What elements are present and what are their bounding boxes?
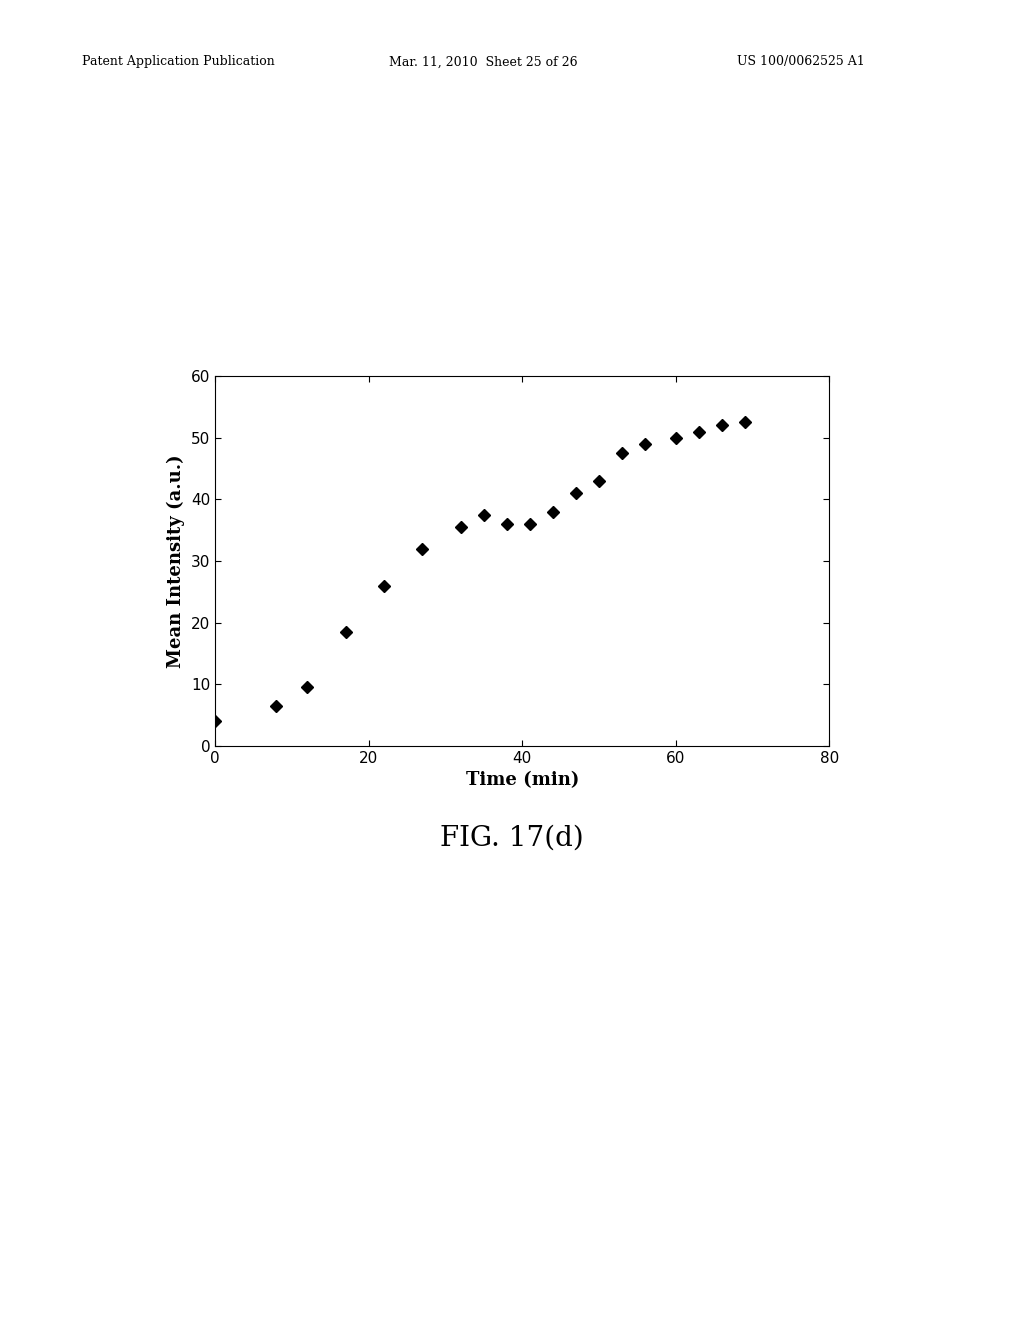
Text: FIG. 17(d): FIG. 17(d) <box>440 825 584 851</box>
Text: Patent Application Publication: Patent Application Publication <box>82 55 274 69</box>
Text: Mar. 11, 2010  Sheet 25 of 26: Mar. 11, 2010 Sheet 25 of 26 <box>389 55 578 69</box>
X-axis label: Time (min): Time (min) <box>466 771 579 789</box>
Y-axis label: Mean Intensity (a.u.): Mean Intensity (a.u.) <box>167 454 185 668</box>
Text: US 100/0062525 A1: US 100/0062525 A1 <box>737 55 865 69</box>
